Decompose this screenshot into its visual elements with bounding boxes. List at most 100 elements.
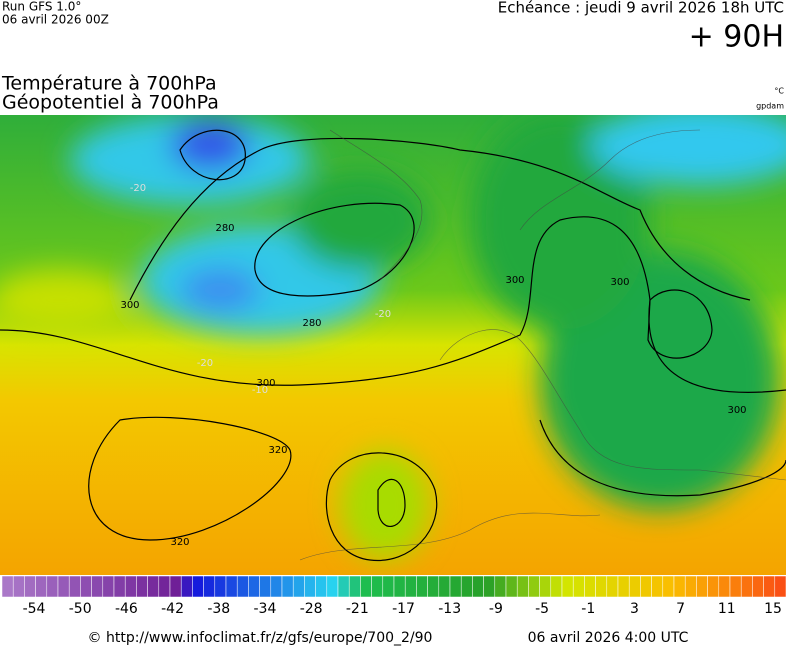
colorbar-label: -13 bbox=[438, 601, 461, 617]
color-swatch bbox=[595, 575, 608, 598]
color-swatch bbox=[371, 575, 384, 598]
color-swatch bbox=[35, 575, 48, 598]
color-swatch bbox=[270, 575, 283, 598]
color-swatch bbox=[550, 575, 563, 598]
color-swatch bbox=[684, 575, 697, 598]
color-swatch bbox=[315, 575, 328, 598]
color-swatch bbox=[539, 575, 552, 598]
contour-label: 280 bbox=[302, 318, 321, 329]
color-swatch bbox=[281, 575, 294, 598]
color-swatch bbox=[718, 575, 731, 598]
color-swatch bbox=[337, 575, 350, 598]
color-swatch bbox=[68, 575, 81, 598]
contour-label: 300 bbox=[120, 300, 139, 311]
color-swatch bbox=[472, 575, 484, 598]
echeance: Echéance : jeudi 9 avril 2026 18h UTC bbox=[498, 0, 784, 17]
color-swatch bbox=[617, 575, 630, 598]
contour-label: 280 bbox=[215, 223, 234, 234]
color-swatch bbox=[292, 575, 305, 598]
colorbar-label: -28 bbox=[300, 601, 323, 617]
color-swatch bbox=[404, 575, 417, 598]
contour-label: 300 bbox=[505, 275, 524, 286]
colorbar-label: -17 bbox=[392, 601, 415, 617]
color-swatch bbox=[136, 575, 148, 598]
color-swatch bbox=[561, 575, 574, 598]
colorbar-label: -1 bbox=[581, 601, 595, 617]
color-swatch bbox=[740, 575, 753, 598]
color-swatch bbox=[774, 575, 786, 598]
map bbox=[0, 115, 786, 575]
contour-label: 300 bbox=[256, 378, 275, 389]
color-swatch bbox=[382, 575, 395, 598]
color-swatch bbox=[427, 575, 440, 598]
color-swatch bbox=[707, 575, 720, 598]
color-swatch bbox=[572, 575, 585, 598]
color-swatch bbox=[360, 575, 372, 598]
color-swatch bbox=[259, 575, 272, 598]
unit: °C bbox=[774, 87, 784, 96]
colorbar-label: 3 bbox=[630, 601, 639, 617]
color-swatch bbox=[169, 575, 182, 598]
color-swatch bbox=[24, 575, 36, 598]
contour-label: -20 bbox=[197, 358, 213, 369]
contour-label: -20 bbox=[130, 183, 146, 194]
color-swatch bbox=[673, 575, 686, 598]
color-swatch bbox=[584, 575, 596, 598]
color-swatch bbox=[606, 575, 619, 598]
color-swatch bbox=[158, 575, 171, 598]
color-swatch bbox=[304, 575, 316, 598]
color-swatch bbox=[214, 575, 227, 598]
contour-label: -20 bbox=[375, 309, 391, 320]
colorbar-label: 15 bbox=[764, 601, 782, 617]
color-swatch bbox=[91, 575, 104, 598]
color-swatch bbox=[12, 575, 25, 598]
color-swatch bbox=[1, 575, 14, 598]
color-swatch bbox=[180, 575, 193, 598]
colorbar-label: -46 bbox=[115, 601, 138, 617]
colorbar-label: -5 bbox=[535, 601, 549, 617]
contour-label: 320 bbox=[268, 445, 287, 456]
color-swatch bbox=[113, 575, 126, 598]
colorbar-label: 11 bbox=[718, 601, 736, 617]
color-swatch bbox=[729, 575, 742, 598]
color-swatch bbox=[225, 575, 238, 598]
color-swatch bbox=[203, 575, 216, 598]
color-swatch bbox=[763, 575, 776, 598]
color-swatch bbox=[662, 575, 675, 598]
color-swatch bbox=[460, 575, 473, 598]
run: Run GFS 1.0° bbox=[2, 0, 81, 14]
color-swatch bbox=[752, 575, 764, 598]
colorbar-label: -9 bbox=[489, 601, 503, 617]
title-line: Géopotentiel à 700hPa bbox=[2, 92, 219, 114]
color-swatch bbox=[505, 575, 518, 598]
run-date: 06 avril 2026 00Z bbox=[2, 13, 109, 27]
contour-label: 320 bbox=[170, 537, 189, 548]
run-time: 06 avril 2026 4:00 UTC bbox=[528, 630, 689, 646]
contour-label: -10 bbox=[252, 385, 268, 396]
contour-label: 300 bbox=[610, 277, 629, 288]
color-swatch bbox=[192, 575, 204, 598]
source-url[interactable]: © http://www.infoclimat.fr/z/gfs/europe/… bbox=[88, 630, 433, 646]
color-swatch bbox=[516, 575, 529, 598]
colorbar-label: -54 bbox=[23, 601, 46, 617]
color-swatch bbox=[236, 575, 249, 598]
color-swatch bbox=[248, 575, 260, 598]
color-swatch bbox=[102, 575, 115, 598]
unit: gpdam bbox=[756, 102, 784, 111]
color-swatch bbox=[46, 575, 59, 598]
color-swatch bbox=[696, 575, 708, 598]
color-swatch bbox=[124, 575, 137, 598]
color-swatch bbox=[628, 575, 641, 598]
contour-label: 300 bbox=[727, 405, 746, 416]
color-swatch bbox=[80, 575, 92, 598]
colorbar-label: -50 bbox=[69, 601, 92, 617]
title-line: Température à 700hPa bbox=[1, 73, 217, 95]
colorbar-label: -21 bbox=[346, 601, 369, 617]
color-swatch bbox=[348, 575, 361, 598]
color-swatch bbox=[147, 575, 160, 598]
colorbar-label: 7 bbox=[676, 601, 685, 617]
color-swatch bbox=[494, 575, 507, 598]
color-swatch bbox=[449, 575, 462, 598]
color-swatch bbox=[640, 575, 652, 598]
